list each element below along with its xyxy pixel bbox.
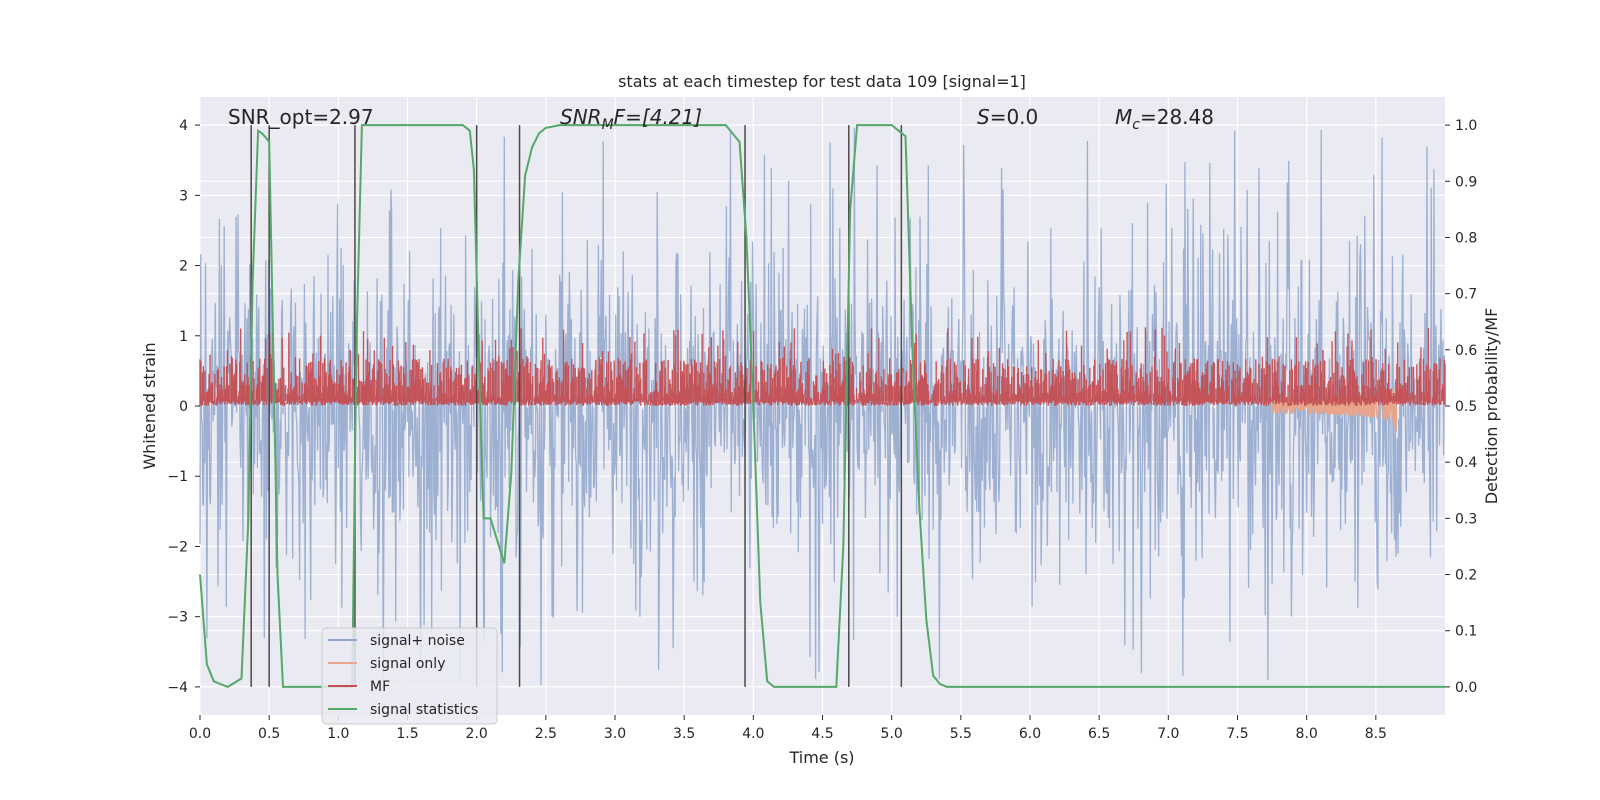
x-tick-label: 7.0 — [1157, 726, 1179, 742]
y-left-tick-label: −4 — [167, 680, 188, 696]
y-left-tick-label: 1 — [179, 329, 188, 345]
annotation-snr-mf-sub: M — [602, 117, 614, 133]
annotation-mc-sym: M — [1115, 105, 1132, 129]
signal-statistics-line — [199, 124, 1445, 689]
x-tick-label: 3.0 — [604, 726, 626, 742]
x-tick-label: 8.0 — [1296, 726, 1318, 742]
legend-label-mf: MF — [370, 679, 390, 695]
y-right-tick-label: 0.8 — [1455, 230, 1477, 246]
y-left-tick-label: 3 — [179, 188, 188, 204]
x-axis-label: Time (s) — [788, 748, 854, 767]
x-tick-label: 8.5 — [1365, 726, 1387, 742]
x-tick-label: 5.0 — [881, 726, 903, 742]
y-right-tick-label: 0.3 — [1455, 511, 1477, 527]
y-right-tick-label: 0.6 — [1455, 343, 1477, 359]
annotation-mc-rest: =28.48 — [1140, 105, 1214, 129]
annotation-snr-mf-rest: F=[4.21] — [614, 105, 702, 129]
x-tick-label: 5.5 — [950, 726, 972, 742]
annotation-snr-mf: SNRMF=[4.21] — [560, 105, 702, 133]
y-left-tick-label: −1 — [167, 469, 188, 485]
annotation-s-rest: =0.0 — [990, 105, 1039, 129]
y-left-tick-label: 2 — [179, 259, 188, 275]
x-tick-label: 1.5 — [396, 726, 418, 742]
y-right-tick-label: 0.9 — [1455, 174, 1477, 190]
x-tick-label: 4.0 — [742, 726, 764, 742]
y-axis-left-ticks: 4 3 2 1 0 −1 −2 −3 −4 — [167, 118, 200, 696]
series-signal-statistics — [199, 124, 1445, 689]
x-tick-label: 6.0 — [1019, 726, 1041, 742]
x-axis-ticks: 0.0 0.5 1.0 1.5 2.0 2.5 3.0 3.5 4.0 4.5 5.0 5.5 6.0 6… — [189, 715, 1387, 742]
annotation-snr-opt: SNR_opt=2.97 — [228, 105, 374, 129]
y-axis-left-label: Whitened strain — [140, 342, 159, 469]
x-tick-label: 3.5 — [673, 726, 695, 742]
x-tick-label: 1.0 — [327, 726, 349, 742]
y-right-tick-label: 0.0 — [1455, 680, 1477, 696]
legend-label-signal-statistics: signal statistics — [370, 702, 478, 718]
y-axis-right-ticks: 1.0 0.9 0.8 0.7 0.6 0.5 0.4 0.3 0.2 0.1 0.0 — [1445, 118, 1477, 696]
legend-label-signal-noise: signal+ noise — [370, 633, 465, 649]
legend-label-signal-only: signal only — [370, 656, 445, 672]
x-tick-label: 4.5 — [811, 726, 833, 742]
y-axis-right-label: Detection probability/MF — [1482, 308, 1501, 505]
y-left-tick-label: −2 — [167, 539, 188, 555]
annotation-s: S=0.0 — [977, 105, 1038, 129]
y-right-tick-label: 0.2 — [1455, 568, 1477, 584]
y-right-tick-label: 0.1 — [1455, 624, 1477, 640]
y-right-tick-label: 0.4 — [1455, 455, 1477, 471]
y-left-tick-label: 4 — [179, 118, 188, 134]
x-tick-label: 0.0 — [189, 726, 211, 742]
chart-title: stats at each timestep for test data 109… — [618, 72, 1026, 91]
x-tick-label: 7.5 — [1226, 726, 1248, 742]
x-tick-label: 0.5 — [258, 726, 280, 742]
annotation-mc-sub: c — [1132, 117, 1140, 133]
legend: signal+ noise signal only MF signal stat… — [321, 627, 498, 725]
y-right-tick-label: 0.7 — [1455, 287, 1477, 303]
annotation-s-sym: S — [977, 105, 990, 129]
x-tick-label: 2.0 — [466, 726, 488, 742]
x-tick-label: 6.5 — [1088, 726, 1110, 742]
annotation-mc: Mc=28.48 — [1115, 105, 1214, 133]
legend-box — [321, 627, 498, 725]
y-left-tick-label: −3 — [167, 610, 188, 626]
y-right-tick-label: 1.0 — [1455, 118, 1477, 134]
y-left-tick-label: 0 — [179, 399, 188, 415]
annotation-snr-mf-base: SNR — [560, 105, 602, 129]
x-tick-label: 2.5 — [535, 726, 557, 742]
y-right-tick-label: 0.5 — [1455, 399, 1477, 415]
